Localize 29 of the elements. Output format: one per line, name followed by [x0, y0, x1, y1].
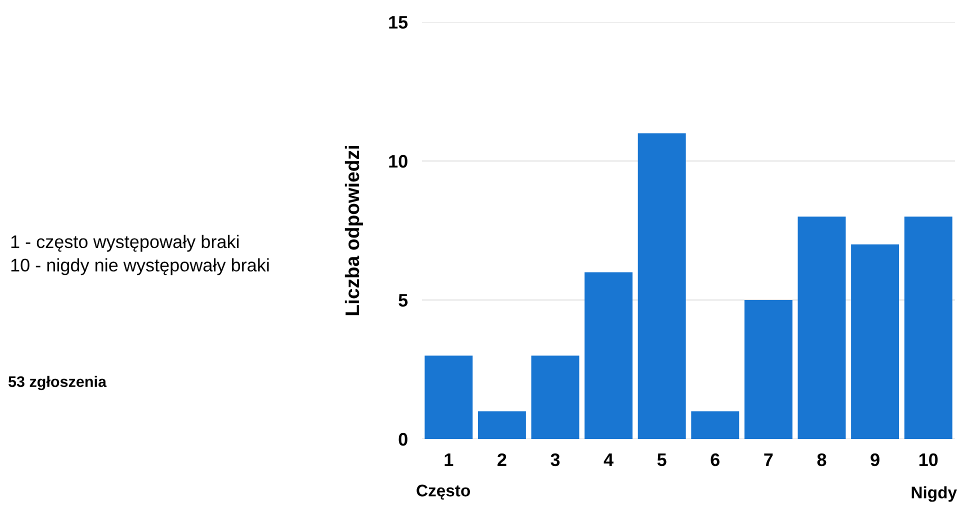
x-tick-label: 4	[604, 454, 614, 466]
bar	[798, 216, 846, 439]
text: Nigdy	[912, 486, 957, 502]
x-tick-label: 1	[444, 454, 454, 466]
x-tick-label: 3	[550, 453, 560, 466]
bar	[851, 244, 900, 439]
bar	[744, 300, 792, 439]
bar	[584, 272, 633, 439]
x-tick-label: 2	[498, 453, 506, 466]
bar	[424, 356, 473, 439]
bar	[531, 356, 580, 439]
text: 53 zgłoszenia	[8, 376, 107, 390]
x-tick-label: 7	[764, 454, 773, 466]
x-tick-label: 6	[710, 453, 720, 466]
y-axis-title: Liczba odpowiedzi	[344, 146, 364, 316]
y-tick-label: 15	[389, 16, 408, 29]
x-tick-label: 9	[870, 453, 880, 466]
bar	[638, 133, 686, 439]
x-tick-label: 10	[919, 453, 938, 466]
x-tick-label: 8	[817, 453, 826, 466]
y-tick-label: 5	[398, 294, 408, 307]
bar	[478, 411, 526, 439]
y-tick-label: 10	[389, 154, 408, 168]
y-tick-label: 0	[398, 432, 408, 446]
bar	[691, 411, 740, 439]
text: Często	[416, 484, 470, 500]
bar	[904, 216, 952, 439]
x-tick-label: 5	[657, 454, 666, 466]
text: 1 - często występowały braki 10 - nigdy nie występowały braki	[11, 234, 269, 276]
